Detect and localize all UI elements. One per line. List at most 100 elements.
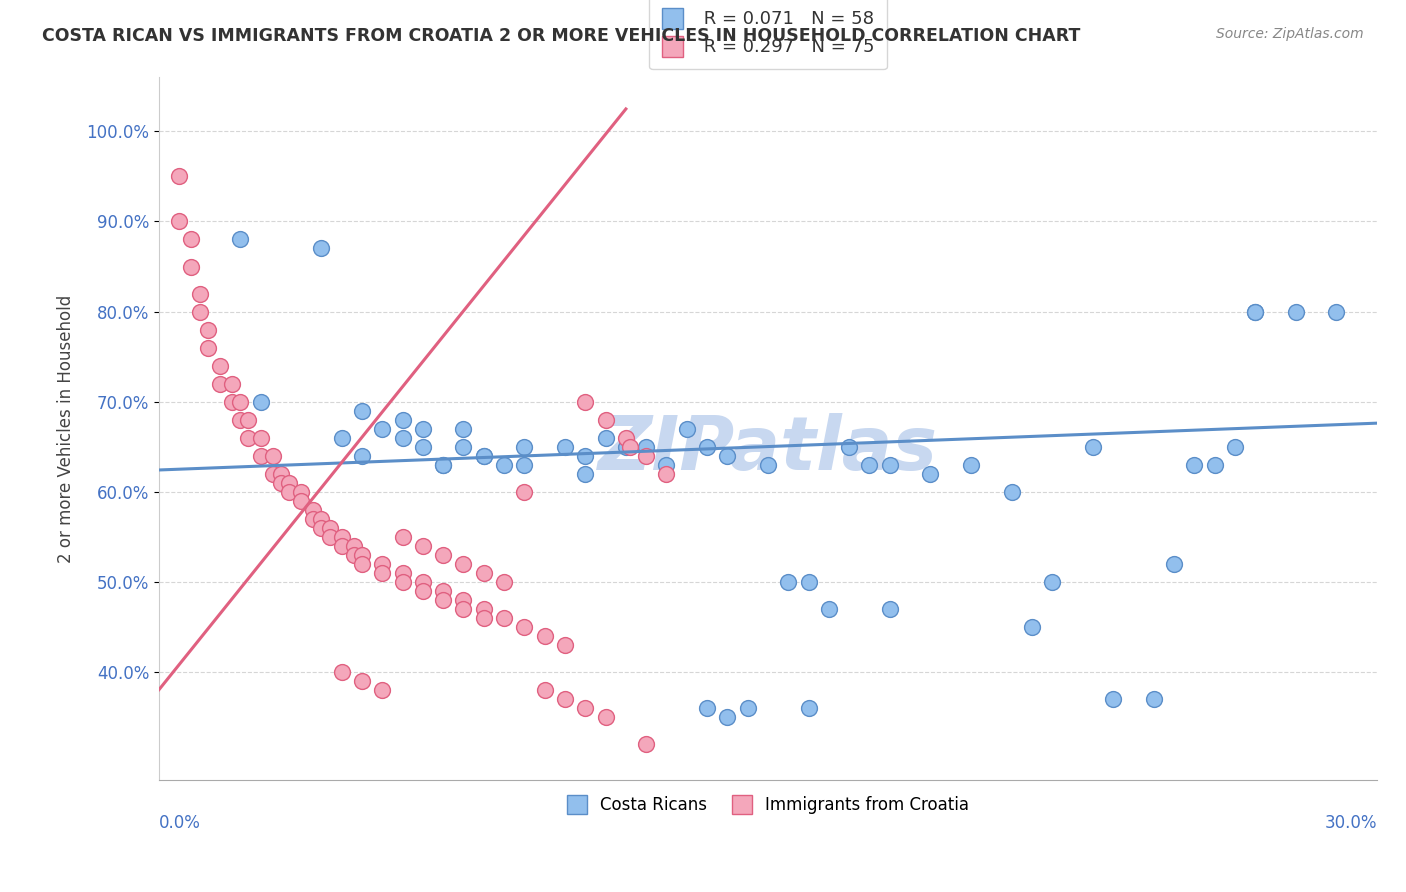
Point: [343, 539, 366, 553]
Point: [221, 376, 243, 391]
Point: [412, 539, 434, 553]
Point: [636, 440, 658, 454]
Point: [302, 502, 325, 516]
Point: [494, 574, 516, 589]
Point: [221, 394, 243, 409]
Point: [472, 566, 495, 580]
Point: [229, 232, 252, 246]
Point: [270, 475, 292, 490]
Point: [302, 511, 325, 525]
Legend: Costa Ricans, Immigrants from Croatia: Costa Ricans, Immigrants from Croatia: [560, 788, 976, 821]
Point: [453, 440, 475, 454]
Point: [311, 520, 333, 534]
Point: [343, 548, 366, 562]
Point: [249, 431, 271, 445]
Point: [197, 341, 219, 355]
Point: [290, 493, 312, 508]
Point: [756, 458, 779, 472]
Point: [1040, 574, 1063, 589]
Point: [574, 467, 596, 481]
Point: [208, 376, 231, 391]
Point: [412, 440, 434, 454]
Point: [330, 530, 353, 544]
Point: [879, 601, 901, 615]
Point: [636, 449, 658, 463]
Point: [614, 440, 637, 454]
Point: [716, 449, 738, 463]
Point: [180, 260, 202, 274]
Point: [1285, 304, 1308, 318]
Point: [716, 709, 738, 723]
Point: [391, 412, 413, 426]
Point: [494, 458, 516, 472]
Point: [655, 467, 678, 481]
Point: [238, 431, 260, 445]
Point: [238, 412, 260, 426]
Point: [249, 394, 271, 409]
Point: [371, 682, 394, 697]
Point: [636, 737, 658, 751]
Point: [574, 449, 596, 463]
Point: [432, 592, 454, 607]
Point: [554, 440, 576, 454]
Point: [1102, 691, 1125, 706]
Point: [797, 574, 820, 589]
Point: [513, 619, 536, 633]
Point: [330, 431, 353, 445]
Point: [595, 709, 617, 723]
Point: [554, 691, 576, 706]
Point: [472, 449, 495, 463]
Point: [169, 214, 191, 228]
Point: [330, 665, 353, 679]
Point: [169, 169, 191, 184]
Point: [371, 421, 394, 435]
Point: [1204, 458, 1226, 472]
Point: [432, 458, 454, 472]
Point: [197, 322, 219, 336]
Point: [290, 484, 312, 499]
Point: [797, 700, 820, 714]
Point: [318, 530, 340, 544]
Point: [453, 601, 475, 615]
Point: [391, 530, 413, 544]
Point: [318, 520, 340, 534]
Point: [350, 548, 373, 562]
Point: [262, 449, 284, 463]
Point: [1143, 691, 1166, 706]
Point: [188, 304, 211, 318]
Point: [879, 458, 901, 472]
Point: [595, 412, 617, 426]
Point: [737, 700, 759, 714]
Point: [270, 467, 292, 481]
Point: [391, 431, 413, 445]
Point: [838, 440, 860, 454]
Point: [1223, 440, 1246, 454]
Point: [229, 412, 252, 426]
Point: [371, 566, 394, 580]
Text: 0.0%: 0.0%: [159, 814, 201, 832]
Point: [513, 458, 536, 472]
Point: [1182, 458, 1205, 472]
Text: ZIPatlas: ZIPatlas: [598, 413, 938, 486]
Point: [229, 394, 252, 409]
Point: [330, 539, 353, 553]
Point: [391, 574, 413, 589]
Point: [472, 449, 495, 463]
Point: [1244, 304, 1267, 318]
Point: [614, 431, 637, 445]
Point: [960, 458, 983, 472]
Point: [472, 601, 495, 615]
Point: [1000, 484, 1022, 499]
Point: [858, 458, 880, 472]
Point: [619, 440, 641, 454]
Point: [574, 394, 596, 409]
Point: [533, 629, 555, 643]
Point: [208, 359, 231, 373]
Point: [513, 440, 536, 454]
Point: [472, 610, 495, 624]
Point: [818, 601, 841, 615]
Point: [371, 557, 394, 571]
Point: [696, 440, 718, 454]
Point: [513, 484, 536, 499]
Point: [412, 583, 434, 598]
